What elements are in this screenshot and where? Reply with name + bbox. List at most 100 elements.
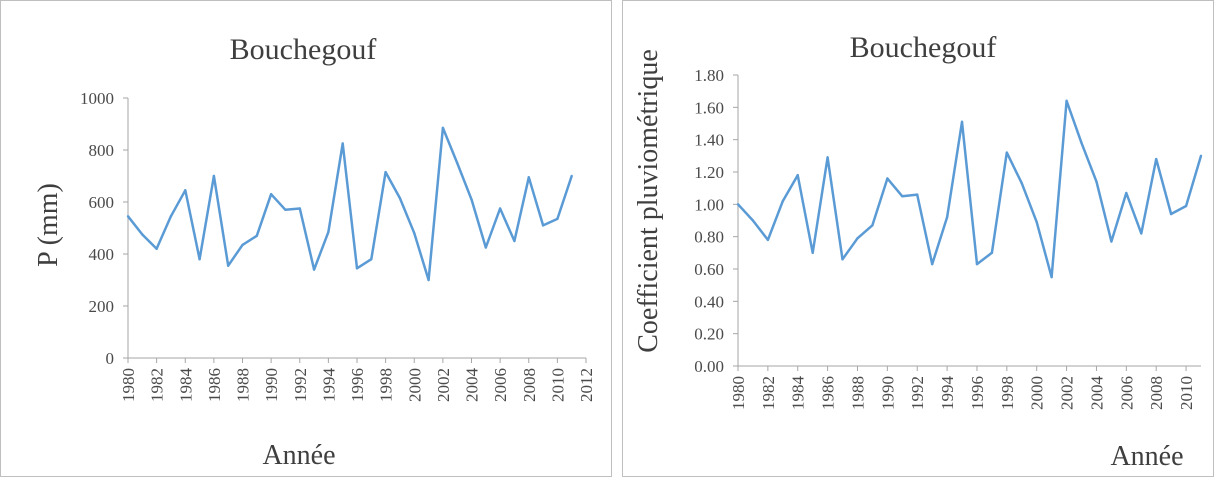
- x-tick-label: 2010: [548, 368, 567, 402]
- data-point: [960, 120, 964, 124]
- x-tick-label: 1990: [878, 376, 897, 410]
- x-tick-label: 1990: [262, 368, 281, 402]
- data-point: [126, 215, 130, 218]
- data-point: [826, 156, 829, 159]
- x-tick-label: 1984: [789, 376, 808, 411]
- y-tick-label: 0.00: [694, 357, 724, 376]
- x-tick-label: 2008: [1147, 376, 1166, 410]
- data-point: [255, 234, 259, 237]
- x-tick-label: 2006: [491, 368, 510, 402]
- data-point: [455, 161, 459, 165]
- data-point: [811, 251, 814, 255]
- y-tick-label: 0: [106, 349, 115, 368]
- data-point: [1110, 240, 1113, 243]
- x-tick-label: 1994: [938, 376, 957, 411]
- y-axis-label: Coefficient pluviométrique: [633, 49, 664, 353]
- data-point: [541, 224, 545, 227]
- x-tick-label: 2004: [1087, 376, 1106, 411]
- x-tick-label: 2006: [1117, 376, 1136, 410]
- y-tick-label: 800: [89, 141, 115, 160]
- x-tick-label: 1984: [176, 368, 195, 403]
- data-point: [327, 230, 330, 234]
- data-point: [384, 170, 387, 174]
- plot-area: 0.00 0.20 0.40 0.60 0.80 1.00 1.20 1.40 1.60 1.80…: [694, 66, 1203, 411]
- data-point: [1065, 99, 1068, 103]
- data-point: [398, 196, 402, 200]
- x-axis-label: Année: [262, 440, 335, 471]
- chart-panel-precipitation: Bouchegouf P (mm) Année 0 200 400 600 800 100…: [0, 0, 612, 477]
- data-point: [184, 189, 187, 192]
- data-point: [1020, 182, 1023, 185]
- x-tick-label: 2000: [405, 368, 424, 402]
- x-tick-label: 1998: [998, 376, 1017, 410]
- x-tick-label: 1992: [291, 368, 310, 402]
- y-tick-label: 1.80: [694, 66, 724, 85]
- data-point: [871, 224, 874, 227]
- data-point: [413, 232, 416, 235]
- data-point: [198, 258, 201, 261]
- data-point: [841, 258, 844, 261]
- x-tick-label: 2002: [434, 368, 453, 402]
- data-point: [1140, 232, 1143, 235]
- data-point: [990, 251, 994, 255]
- x-tick-label: 2002: [1058, 376, 1077, 410]
- data-point: [930, 262, 934, 266]
- data-point: [856, 237, 859, 240]
- data-point: [736, 203, 740, 206]
- y-tick-label: 0.60: [694, 260, 724, 279]
- x-tick-label: 2008: [520, 368, 539, 402]
- y-tick-label: 0.40: [694, 292, 724, 311]
- plot-area: 0 200 400 600 800 1000 1980 1982 1984 1986 1988 199…: [80, 89, 596, 402]
- x-tick-label: 1998: [377, 368, 396, 402]
- y-tick-label: 0.80: [694, 228, 724, 247]
- data-point: [886, 177, 889, 180]
- data-point: [212, 174, 216, 178]
- data-point: [498, 207, 502, 210]
- data-point: [916, 193, 919, 196]
- data-point: [570, 174, 573, 178]
- data-point: [1035, 220, 1038, 224]
- y-tick-label: 1.20: [694, 163, 724, 182]
- data-point: [141, 233, 144, 236]
- data-point: [169, 215, 173, 218]
- data-point: [1005, 151, 1009, 154]
- data-point: [796, 174, 799, 177]
- y-tick-label: 1.00: [694, 195, 724, 214]
- y-tick-label: 0.20: [694, 325, 724, 344]
- y-axis-label: P (mm): [33, 183, 64, 267]
- y-tick-label: 1.60: [694, 98, 724, 117]
- x-tick-label: 1980: [729, 376, 748, 410]
- y-tick-label: 1000: [80, 89, 114, 108]
- x-tick-label: 1996: [348, 368, 367, 402]
- data-point: [1080, 141, 1083, 145]
- data-point: [155, 247, 158, 250]
- data-point: [226, 264, 230, 267]
- chart-panel-coefficient: Bouchegouf Coefficient pluviométrique An…: [622, 0, 1214, 477]
- x-axis-label: Année: [1110, 441, 1183, 472]
- x-tick-label: 1988: [234, 368, 253, 402]
- data-point: [1184, 204, 1188, 208]
- data-point: [513, 239, 516, 243]
- x-tick-label: 1986: [819, 376, 838, 410]
- data-point: [312, 268, 316, 271]
- y-tick-label: 1.40: [694, 131, 724, 150]
- data-point: [527, 176, 530, 179]
- data-point: [901, 195, 904, 198]
- data-point: [484, 246, 488, 249]
- series-line: [737, 99, 1203, 279]
- chart-title: Bouchegouf: [850, 31, 997, 64]
- data-point: [945, 216, 949, 219]
- x-tick-label: 2000: [1028, 376, 1047, 410]
- data-point: [355, 267, 359, 270]
- x-tick-label: 1994: [319, 368, 338, 403]
- x-tick-label: 1980: [119, 368, 138, 402]
- x-tick-label: 2004: [463, 368, 482, 403]
- data-point: [441, 126, 445, 130]
- data-point: [975, 262, 979, 266]
- precipitation-chart: Bouchegouf P (mm) Année 0 200 400 600 800 100…: [33, 33, 596, 471]
- x-tick-label: 2010: [1177, 376, 1196, 410]
- data-point: [781, 199, 785, 203]
- x-tick-label: 1982: [759, 376, 778, 410]
- data-point: [1050, 275, 1053, 279]
- data-point: [1154, 157, 1158, 161]
